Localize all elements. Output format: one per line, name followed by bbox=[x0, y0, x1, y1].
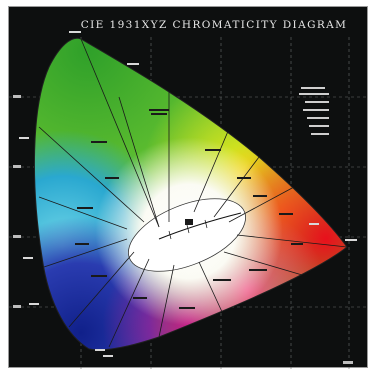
region-boundaries bbox=[38, 38, 347, 348]
region-label-marks bbox=[75, 109, 303, 309]
planckian-locus-ticks bbox=[168, 219, 208, 240]
legend-block bbox=[299, 87, 329, 135]
color-gamut-fill bbox=[34, 38, 347, 350]
diagram-frame: CIE 1931XYZ CHROMATICITY DIAGRAM bbox=[8, 6, 369, 369]
wavelength-ticks bbox=[19, 31, 357, 357]
diagram-title: CIE 1931XYZ CHROMATICITY DIAGRAM bbox=[80, 19, 348, 31]
planckian-locus bbox=[158, 212, 242, 240]
white-point-region bbox=[128, 198, 246, 272]
axis-tick-marks bbox=[13, 95, 353, 364]
chromaticity-chart bbox=[9, 31, 369, 369]
spectral-locus bbox=[33, 37, 348, 351]
